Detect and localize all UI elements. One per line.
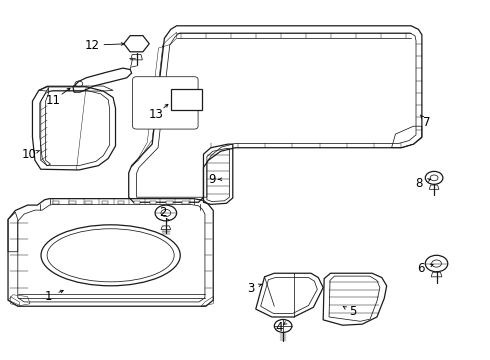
Text: 7: 7 xyxy=(423,116,431,129)
Circle shape xyxy=(425,171,443,184)
FancyBboxPatch shape xyxy=(134,201,140,204)
Circle shape xyxy=(425,255,448,272)
Text: 9: 9 xyxy=(209,173,216,186)
FancyBboxPatch shape xyxy=(69,201,75,204)
Text: 4: 4 xyxy=(275,321,283,334)
Text: 13: 13 xyxy=(148,108,164,121)
FancyBboxPatch shape xyxy=(182,201,189,204)
Text: 10: 10 xyxy=(22,148,36,161)
Circle shape xyxy=(274,319,292,332)
Text: 6: 6 xyxy=(417,262,425,275)
Ellipse shape xyxy=(41,225,180,286)
FancyBboxPatch shape xyxy=(133,77,198,129)
FancyBboxPatch shape xyxy=(85,201,92,204)
Text: 2: 2 xyxy=(159,207,167,220)
Text: 8: 8 xyxy=(415,177,422,190)
FancyBboxPatch shape xyxy=(101,201,108,204)
FancyBboxPatch shape xyxy=(150,201,156,204)
Text: 3: 3 xyxy=(247,282,254,295)
Text: 12: 12 xyxy=(85,39,100,52)
Text: 1: 1 xyxy=(45,290,52,303)
Text: 11: 11 xyxy=(46,94,61,107)
FancyBboxPatch shape xyxy=(166,201,172,204)
FancyBboxPatch shape xyxy=(53,201,59,204)
Circle shape xyxy=(155,205,176,221)
Text: 5: 5 xyxy=(349,306,356,319)
FancyBboxPatch shape xyxy=(118,201,124,204)
FancyBboxPatch shape xyxy=(171,89,202,110)
